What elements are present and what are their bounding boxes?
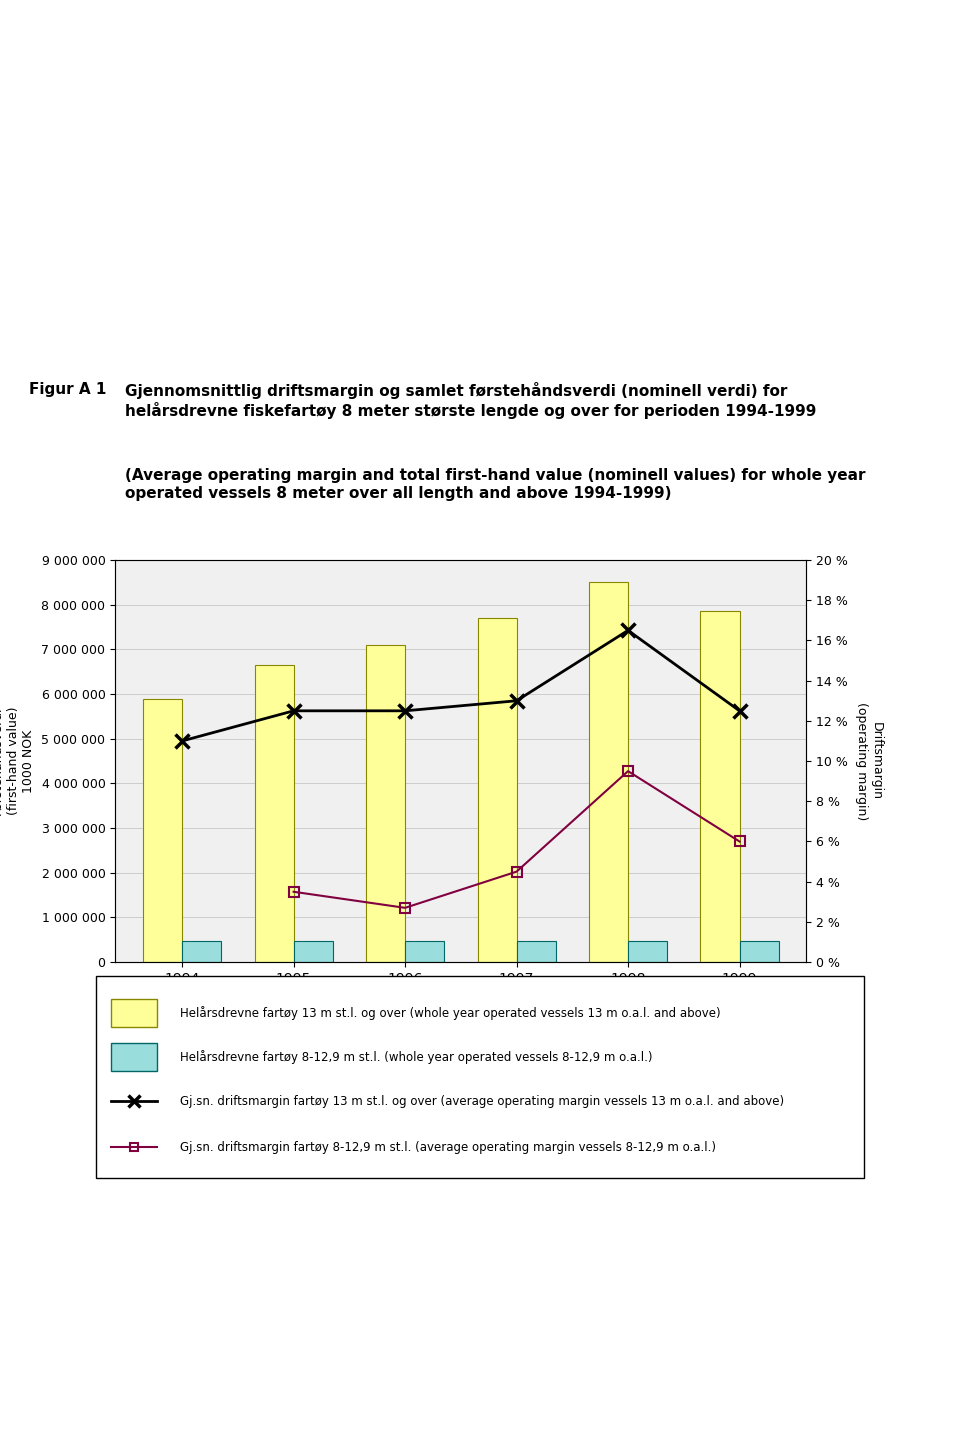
Bar [294,941,332,962]
Bar [516,941,556,962]
Bar [701,612,739,962]
Text: Gj.sn. driftsmargin fartøy 13 m st.l. og over (average operating margin vessels : Gj.sn. driftsmargin fartøy 13 m st.l. og… [180,1094,784,1107]
Bar [111,1043,157,1071]
Text: Figur A 1: Figur A 1 [29,382,107,396]
Bar [366,645,405,962]
Text: Helårsdrevne fartøy 8-12,9 m st.l. (whole year operated vessels 8-12,9 m o.a.l.): Helårsdrevne fartøy 8-12,9 m st.l. (whol… [180,1050,653,1064]
Bar [477,617,516,962]
Bar [143,698,182,962]
Bar [182,941,221,962]
Text: Gj.sn. driftsmargin fartøy 8-12,9 m st.l. (average operating margin vessels 8-12: Gj.sn. driftsmargin fartøy 8-12,9 m st.l… [180,1140,716,1155]
FancyBboxPatch shape [96,976,864,1178]
Bar [405,941,444,962]
Bar [589,583,628,962]
Text: Helårsdrevne fartøy 13 m st.l. og over (whole year operated vessels 13 m o.a.l. : Helårsdrevne fartøy 13 m st.l. og over (… [180,1005,721,1020]
Bar [739,941,779,962]
Y-axis label: Førstehåndsverdi
(first-hand value)
1000 NOK: Førstehåndsverdi (first-hand value) 1000… [0,707,35,816]
Bar [628,941,667,962]
Text: (Average operating margin and total first-hand value (nominell values) for whole: (Average operating margin and total firs… [125,468,865,501]
Bar [254,665,294,962]
Text: Gjennomsnittlig driftsmargin og samlet førstehåndsverdi (nominell verdi) for
hel: Gjennomsnittlig driftsmargin og samlet f… [125,382,816,419]
Bar [111,998,157,1027]
Y-axis label: Driftsmargin
(operating margin): Driftsmargin (operating margin) [855,702,883,820]
X-axis label: År (year): År (year) [422,991,499,1010]
